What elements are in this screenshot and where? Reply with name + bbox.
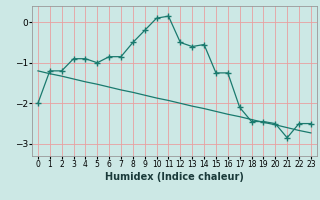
X-axis label: Humidex (Indice chaleur): Humidex (Indice chaleur)	[105, 172, 244, 182]
